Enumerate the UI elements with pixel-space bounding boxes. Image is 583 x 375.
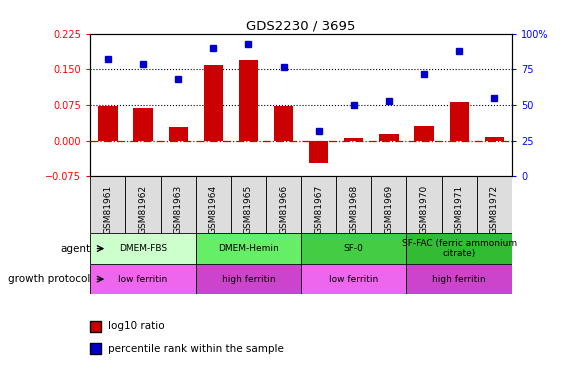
Text: GSM81968: GSM81968 xyxy=(349,185,359,234)
FancyBboxPatch shape xyxy=(196,264,301,294)
Text: GSM81961: GSM81961 xyxy=(103,185,113,234)
Text: high ferritin: high ferritin xyxy=(222,274,275,284)
Text: SF-FAC (ferric ammonium
citrate): SF-FAC (ferric ammonium citrate) xyxy=(402,239,517,258)
FancyBboxPatch shape xyxy=(301,264,406,294)
FancyBboxPatch shape xyxy=(161,176,196,233)
Text: GSM81969: GSM81969 xyxy=(384,185,394,234)
Text: percentile rank within the sample: percentile rank within the sample xyxy=(108,344,284,354)
Text: GSM81965: GSM81965 xyxy=(244,185,253,234)
FancyBboxPatch shape xyxy=(406,176,441,233)
Text: GSM81967: GSM81967 xyxy=(314,185,323,234)
FancyBboxPatch shape xyxy=(196,233,301,264)
Bar xyxy=(274,106,293,141)
Bar xyxy=(134,108,153,141)
Text: growth protocol: growth protocol xyxy=(8,274,91,284)
Bar xyxy=(484,137,504,141)
FancyBboxPatch shape xyxy=(477,176,512,233)
Bar xyxy=(203,64,223,141)
FancyBboxPatch shape xyxy=(441,176,477,233)
Text: DMEM-Hemin: DMEM-Hemin xyxy=(218,244,279,253)
Bar xyxy=(344,138,363,141)
Bar xyxy=(168,128,188,141)
Text: GSM81962: GSM81962 xyxy=(139,185,147,234)
Text: log10 ratio: log10 ratio xyxy=(108,321,164,331)
FancyBboxPatch shape xyxy=(336,176,371,233)
FancyBboxPatch shape xyxy=(301,176,336,233)
Bar xyxy=(415,126,434,141)
Text: GSM81970: GSM81970 xyxy=(420,185,429,234)
FancyBboxPatch shape xyxy=(231,176,266,233)
FancyBboxPatch shape xyxy=(371,176,406,233)
FancyBboxPatch shape xyxy=(90,264,196,294)
FancyBboxPatch shape xyxy=(196,176,231,233)
Text: GSM81972: GSM81972 xyxy=(490,185,499,234)
Text: low ferritin: low ferritin xyxy=(118,274,168,284)
FancyBboxPatch shape xyxy=(266,176,301,233)
Text: SF-0: SF-0 xyxy=(344,244,364,253)
Text: DMEM-FBS: DMEM-FBS xyxy=(119,244,167,253)
Text: low ferritin: low ferritin xyxy=(329,274,378,284)
Title: GDS2230 / 3695: GDS2230 / 3695 xyxy=(247,20,356,33)
FancyBboxPatch shape xyxy=(406,264,512,294)
Bar xyxy=(99,106,118,141)
Text: GSM81964: GSM81964 xyxy=(209,185,218,234)
Bar xyxy=(380,135,399,141)
Text: GSM81971: GSM81971 xyxy=(455,185,463,234)
FancyBboxPatch shape xyxy=(301,233,406,264)
Text: GSM81963: GSM81963 xyxy=(174,185,182,234)
FancyBboxPatch shape xyxy=(406,233,512,264)
FancyBboxPatch shape xyxy=(125,176,161,233)
FancyBboxPatch shape xyxy=(90,176,125,233)
Text: GSM81966: GSM81966 xyxy=(279,185,288,234)
FancyBboxPatch shape xyxy=(90,233,196,264)
Text: high ferritin: high ferritin xyxy=(433,274,486,284)
Bar xyxy=(239,60,258,141)
Text: agent: agent xyxy=(61,243,91,254)
Bar xyxy=(309,141,328,164)
Bar xyxy=(449,102,469,141)
